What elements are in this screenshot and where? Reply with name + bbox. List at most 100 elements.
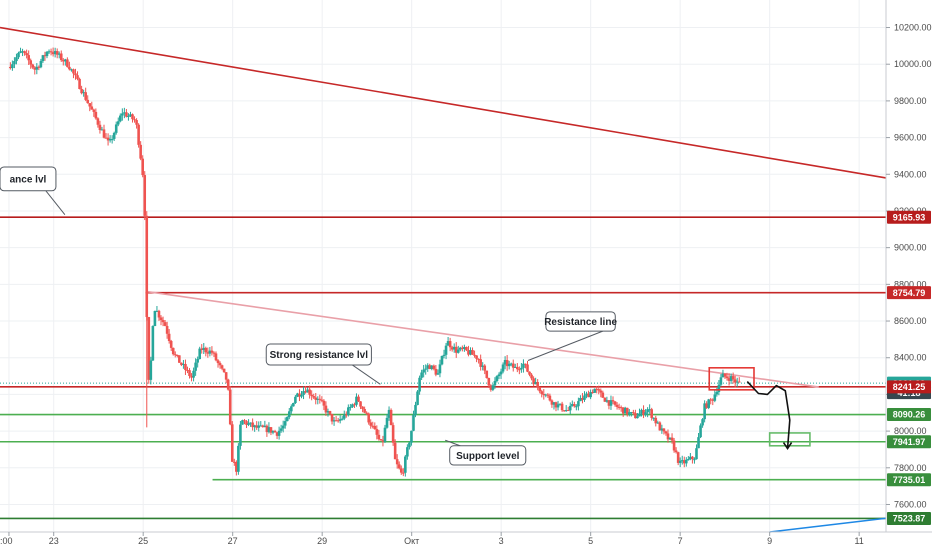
candle-body — [426, 365, 430, 369]
candle-body — [640, 409, 643, 414]
candle-body — [593, 388, 596, 393]
callout: Resistance line — [527, 311, 617, 361]
candle-body — [475, 355, 478, 359]
callout-text: Resistance line — [544, 317, 617, 328]
candle-body — [332, 420, 336, 422]
candle-body — [701, 419, 704, 426]
candle-body — [528, 371, 531, 375]
time-tick-label: 29 — [317, 536, 327, 546]
price-badges: 9165.938754.798261.2941:188241.258090.26… — [887, 210, 931, 525]
price-badge-label: 7941.97 — [893, 437, 926, 447]
candle-body — [585, 393, 588, 396]
candle-body — [735, 381, 739, 383]
candle-body — [605, 400, 609, 402]
candle-body — [306, 389, 309, 393]
candle-body — [524, 363, 527, 365]
candle-body — [540, 391, 544, 394]
candle-body — [617, 406, 621, 408]
candle-body — [454, 346, 458, 353]
candle-body — [418, 377, 421, 392]
candle-body — [375, 429, 379, 435]
candle-body — [210, 350, 214, 353]
price-tick-label: 8000.00 — [894, 426, 927, 436]
candle-body — [621, 407, 625, 414]
candle-body — [11, 64, 14, 69]
candle-body — [365, 412, 368, 414]
candle-body — [564, 410, 568, 412]
candle-body — [100, 129, 104, 131]
candle-body — [359, 401, 362, 407]
candle-body — [713, 394, 717, 401]
candle-body — [245, 421, 248, 425]
candle-body — [110, 138, 114, 140]
price-badge-background — [887, 435, 931, 449]
candle-body — [727, 378, 731, 381]
candle-body — [19, 51, 22, 53]
time-axis[interactable]: :00 23 25 27 29 Окт 3 5 7 9 11 — [0, 532, 864, 546]
candle-body — [336, 420, 340, 422]
candlesticks — [9, 47, 741, 477]
candle-body — [169, 340, 173, 348]
price-badge-background — [887, 511, 931, 525]
candle-body — [298, 393, 301, 397]
candle-body — [361, 406, 364, 409]
candle-body — [173, 354, 177, 356]
candle-body — [516, 366, 519, 370]
candle-body — [33, 67, 37, 70]
candle-body — [709, 399, 713, 401]
candle-body — [560, 403, 564, 411]
trend-lines — [0, 26, 887, 533]
candle-body — [389, 409, 393, 426]
candle-body — [49, 51, 53, 53]
candle-body — [526, 364, 529, 372]
candle-body — [314, 397, 318, 400]
candle-body — [505, 359, 509, 367]
candle-body — [235, 462, 238, 472]
candle-body — [233, 461, 236, 463]
candle-body — [623, 407, 627, 414]
candle-body — [275, 432, 279, 436]
candle-body — [682, 460, 686, 464]
candle-body — [487, 377, 491, 386]
candle-body — [118, 115, 122, 122]
callout-box — [265, 343, 372, 366]
candle-body — [149, 360, 153, 380]
candle-body — [428, 365, 432, 370]
callout-box — [449, 445, 527, 466]
candle-body — [522, 363, 525, 368]
candle-body — [316, 398, 320, 400]
candle-body — [548, 395, 552, 401]
candle-body — [685, 459, 688, 464]
candle-body — [92, 109, 96, 112]
time-tick-label: 5 — [588, 536, 593, 546]
candle-body — [424, 368, 427, 370]
price-badge-background — [887, 286, 931, 300]
candle-body — [37, 66, 41, 68]
price-badge: 8754.79 — [887, 286, 931, 300]
callout-text: Support level — [456, 451, 520, 462]
candle-body — [587, 393, 590, 398]
candle-body — [381, 440, 385, 442]
candle-body — [338, 419, 342, 421]
candle-body — [662, 428, 666, 432]
candle-body — [104, 137, 108, 139]
candle-body — [369, 422, 373, 426]
candle-body — [290, 406, 293, 412]
candle-body — [507, 363, 511, 367]
candle-body — [59, 53, 63, 61]
candle-body — [190, 375, 193, 378]
candle-body — [123, 112, 126, 114]
callout-pointer — [45, 190, 66, 215]
candle-body — [249, 422, 252, 424]
candle-body — [165, 325, 169, 334]
candle-body — [583, 395, 586, 400]
candle-body — [98, 124, 102, 131]
candle-body — [184, 363, 187, 371]
price-tick-label: 8400.00 — [894, 353, 927, 363]
candle-body — [202, 347, 206, 350]
price-tick-label: 9000.00 — [894, 243, 927, 253]
time-tick-label: 3 — [499, 536, 504, 546]
candle-body — [481, 365, 485, 367]
candle-body — [255, 425, 259, 428]
